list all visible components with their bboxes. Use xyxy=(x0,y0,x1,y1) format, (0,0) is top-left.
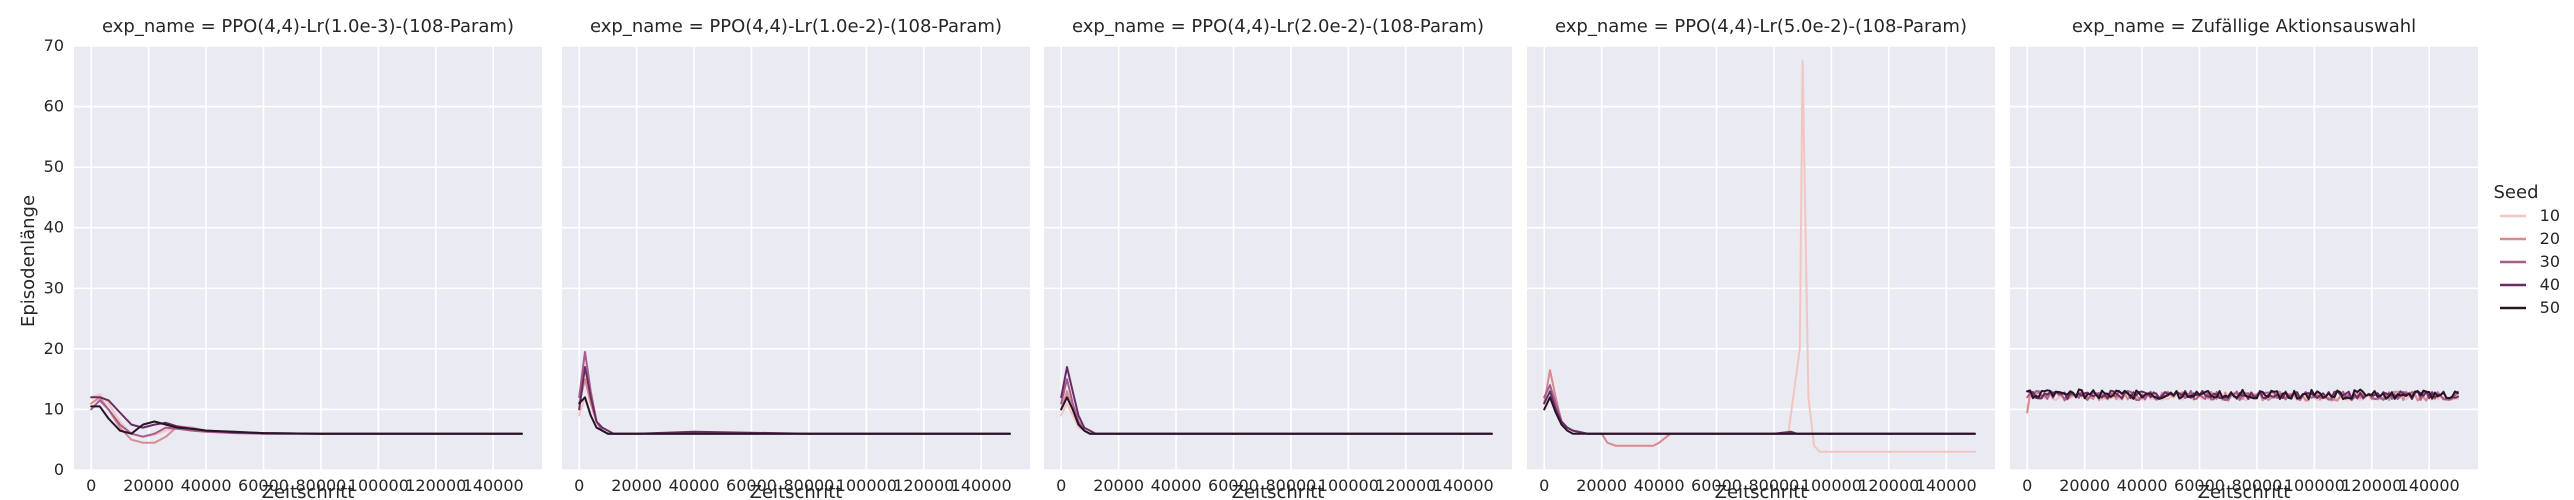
x-tick-label: 120000 xyxy=(893,476,954,495)
legend-item-seed-20: 20 xyxy=(2500,229,2560,248)
x-tick-label: 60000 xyxy=(1691,476,1742,495)
legend-item-seed-30: 30 xyxy=(2500,252,2560,271)
x-tick-label: 140000 xyxy=(1916,476,1977,495)
x-tick-label: 0 xyxy=(574,476,584,495)
x-tick-label: 60000 xyxy=(1208,476,1259,495)
y-tick-label: 30 xyxy=(44,278,64,297)
x-tick-label: 20000 xyxy=(2059,476,2110,495)
legend-label: 40 xyxy=(2540,275,2560,294)
x-tick-label: 60000 xyxy=(2174,476,2225,495)
x-tick-label: 60000 xyxy=(238,476,289,495)
x-tick-label: 0 xyxy=(2022,476,2032,495)
x-tick-label: 140000 xyxy=(463,476,524,495)
x-tick-label: 100000 xyxy=(1801,476,1862,495)
x-tick-label: 40000 xyxy=(1151,476,1202,495)
panel-1: exp_name = PPO(4,4)-Lr(1.0e-3)-(108-Para… xyxy=(44,16,542,500)
panel-background xyxy=(1527,46,1995,470)
panel-background xyxy=(2010,46,2478,470)
y-tick-label: 10 xyxy=(44,399,64,418)
x-tick-label: 80000 xyxy=(295,476,346,495)
x-tick-label: 140000 xyxy=(2399,476,2460,495)
x-tick-label: 100000 xyxy=(836,476,897,495)
panel-title: exp_name = PPO(4,4)-Lr(5.0e-2)-(108-Para… xyxy=(1555,16,1967,37)
x-tick-label: 20000 xyxy=(611,476,662,495)
x-tick-label: 60000 xyxy=(726,476,777,495)
y-tick-label: 60 xyxy=(44,97,64,116)
panel-background xyxy=(74,46,542,470)
series-line-seed-50 xyxy=(90,405,523,435)
panel-title: exp_name = Zufällige Aktionsauswahl xyxy=(2072,16,2416,37)
legend-item-seed-50: 50 xyxy=(2500,298,2560,317)
legend-item-seed-40: 40 xyxy=(2500,275,2560,294)
legend-label: 20 xyxy=(2540,229,2560,248)
x-tick-label: 80000 xyxy=(2231,476,2282,495)
x-tick-label: 0 xyxy=(1056,476,1066,495)
x-tick-label: 100000 xyxy=(2284,476,2345,495)
y-tick-label: 50 xyxy=(44,157,64,176)
x-tick-label: 40000 xyxy=(1634,476,1685,495)
legend-label: 50 xyxy=(2540,298,2560,317)
y-tick-label: 20 xyxy=(44,339,64,358)
x-tick-label: 80000 xyxy=(1265,476,1316,495)
legend-item-seed-10: 10 xyxy=(2500,206,2560,225)
panel-4: exp_name = PPO(4,4)-Lr(5.0e-2)-(108-Para… xyxy=(1527,16,1995,500)
x-tick-label: 140000 xyxy=(1433,476,1494,495)
x-tick-label: 20000 xyxy=(123,476,174,495)
x-tick-label: 120000 xyxy=(2341,476,2402,495)
x-axis-label: Zeitschritt xyxy=(262,482,355,500)
x-tick-label: 80000 xyxy=(783,476,834,495)
y-axis-label: Episodenlänge xyxy=(18,195,39,327)
panel-title: exp_name = PPO(4,4)-Lr(1.0e-2)-(108-Para… xyxy=(590,16,1002,37)
x-axis-label: Zeitschritt xyxy=(1715,482,1808,500)
panel-title: exp_name = PPO(4,4)-Lr(2.0e-2)-(108-Para… xyxy=(1072,16,1484,37)
x-axis-label: Zeitschritt xyxy=(2198,482,2291,500)
x-tick-label: 120000 xyxy=(405,476,466,495)
x-tick-label: 0 xyxy=(86,476,96,495)
y-tick-label: 40 xyxy=(44,218,64,237)
x-tick-label: 40000 xyxy=(2117,476,2168,495)
x-tick-label: 40000 xyxy=(669,476,720,495)
panel-5: exp_name = Zufällige Aktionsauswahl 0 2000… xyxy=(2010,16,2478,500)
x-tick-label: 80000 xyxy=(1748,476,1799,495)
panel-title: exp_name = PPO(4,4)-Lr(1.0e-3)-(108-Para… xyxy=(102,16,514,37)
x-tick-label: 40000 xyxy=(181,476,232,495)
legend-title: Seed xyxy=(2494,182,2539,203)
panel-2: exp_name = PPO(4,4)-Lr(1.0e-2)-(108-Para… xyxy=(562,16,1030,500)
x-tick-label: 20000 xyxy=(1576,476,1627,495)
y-tick-label: 70 xyxy=(44,36,64,55)
legend-label: 10 xyxy=(2540,206,2560,225)
series-line-seed-50 xyxy=(2026,388,2459,401)
x-tick-label: 120000 xyxy=(1858,476,1919,495)
series-line-seed-50 xyxy=(1543,396,1976,435)
panel-background xyxy=(1044,46,1512,470)
chart-panels: exp_name = PPO(4,4)-Lr(1.0e-3)-(108-Para… xyxy=(44,16,2478,500)
series-line-seed-50 xyxy=(578,396,1011,435)
panel-3: exp_name = PPO(4,4)-Lr(2.0e-2)-(108-Para… xyxy=(1044,16,1512,500)
series-line-seed-50 xyxy=(1060,396,1493,435)
panel-background xyxy=(562,46,1030,470)
legend-label: 30 xyxy=(2540,252,2560,271)
x-tick-label: 140000 xyxy=(951,476,1012,495)
x-axis-label: Zeitschritt xyxy=(1232,482,1325,500)
x-axis-label: Zeitschritt xyxy=(750,482,843,500)
x-tick-label: 100000 xyxy=(348,476,409,495)
x-tick-label: 120000 xyxy=(1375,476,1436,495)
y-tick-label: 0 xyxy=(54,460,64,479)
x-tick-label: 20000 xyxy=(1093,476,1144,495)
x-tick-label: 100000 xyxy=(1318,476,1379,495)
x-tick-label: 0 xyxy=(1539,476,1549,495)
